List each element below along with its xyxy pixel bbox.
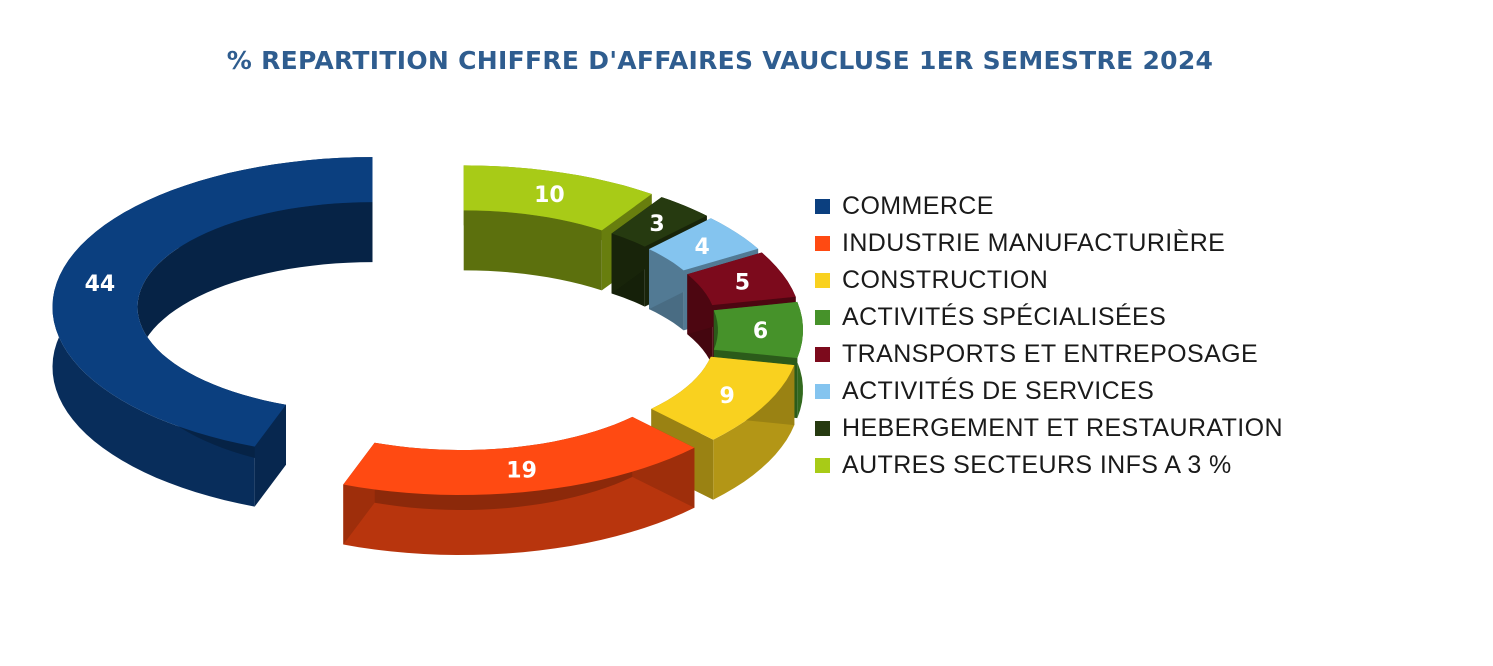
slice-0 — [52, 157, 373, 507]
legend-item: INDUSTRIE MANUFACTURIÈRE — [815, 225, 1283, 262]
slice-top-face — [649, 218, 759, 271]
slice-top-face — [52, 157, 373, 447]
legend-item: CONSTRUCTION — [815, 262, 1283, 299]
slice-data-label: 3 — [649, 212, 664, 237]
slice-1 — [343, 416, 695, 555]
slice-data-label: 5 — [735, 271, 750, 296]
legend-item: HEBERGEMENT ET RESTAURATION — [815, 410, 1283, 447]
slice-top-face — [651, 356, 795, 440]
slice-top-face — [611, 197, 707, 247]
legend-label: ACTIVITÉS DE SERVICES — [842, 377, 1155, 405]
legend-item: TRANSPORTS ET ENTREPOSAGE — [815, 336, 1283, 373]
legend-label: ACTIVITÉS SPÉCIALISÉES — [842, 303, 1167, 331]
slice-labels-layer: 10 3 45 44 6 9 19 — [85, 183, 769, 483]
slice-data-label: 19 — [506, 459, 537, 484]
legend-swatch — [815, 273, 830, 288]
legend-label: AUTRES SECTEURS INFS A 3 % — [842, 451, 1232, 479]
legend-swatch — [815, 421, 830, 436]
slices-layer — [52, 157, 803, 555]
legend-swatch — [815, 236, 830, 251]
slice-data-label: 4 — [695, 235, 710, 260]
slice-side-cap — [254, 404, 286, 507]
slice-data-label: 10 — [534, 183, 565, 208]
legend-label: CONSTRUCTION — [842, 266, 1049, 294]
slice-top-face — [713, 301, 803, 359]
slice-data-label: 9 — [720, 384, 735, 409]
slice-top-face — [463, 165, 652, 231]
chart-title: % REPARTITION CHIFFRE D'AFFAIRES VAUCLUS… — [226, 46, 1214, 75]
legend-item: COMMERCE — [815, 188, 1283, 225]
legend-swatch — [815, 199, 830, 214]
slice-top-face — [343, 416, 695, 495]
legend-swatch — [815, 384, 830, 399]
legend-label: TRANSPORTS ET ENTREPOSAGE — [842, 340, 1259, 368]
slice-data-label: 44 — [85, 272, 116, 297]
legend-label: INDUSTRIE MANUFACTURIÈRE — [842, 229, 1226, 257]
legend-label: HEBERGEMENT ET RESTAURATION — [842, 414, 1283, 442]
legend-label: COMMERCE — [842, 192, 994, 220]
slice-data-label: 6 — [753, 319, 768, 344]
slice-inner-wall — [463, 210, 602, 291]
legend-item: ACTIVITÉS SPÉCIALISÉES — [815, 299, 1283, 336]
legend-item: AUTRES SECTEURS INFS A 3 % — [815, 447, 1283, 484]
legend-swatch — [815, 458, 830, 473]
legend-swatch — [815, 347, 830, 362]
slice-top-face — [687, 252, 796, 306]
chart-legend: COMMERCE INDUSTRIE MANUFACTURIÈRE CONSTRUC… — [815, 188, 1283, 484]
legend-swatch — [815, 310, 830, 325]
legend-item: ACTIVITÉS DE SERVICES — [815, 373, 1283, 410]
